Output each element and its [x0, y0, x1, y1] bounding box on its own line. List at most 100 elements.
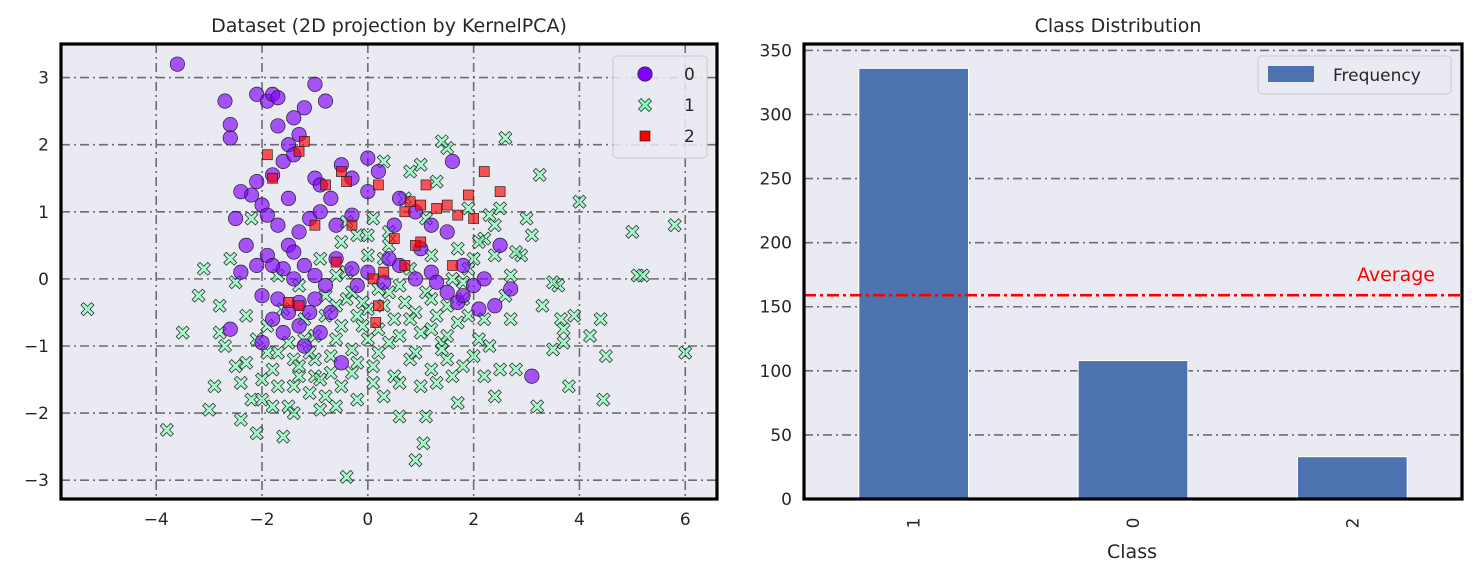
scatter-point-class-1 [450, 396, 465, 411]
scatter-point-class-0 [233, 264, 249, 280]
scatter-point-class-0 [487, 298, 503, 314]
scatter-point-class-1 [286, 379, 301, 394]
scatter-point-class-1 [635, 268, 650, 283]
scatter-y-tick-label: 2 [38, 136, 49, 156]
scatter-point-class-0 [381, 251, 397, 267]
scatter-point-class-2 [373, 179, 384, 191]
scatter-point-class-2 [341, 176, 353, 187]
scatter-point-class-1 [355, 318, 370, 333]
scatter-y-tick-label: 0 [38, 270, 49, 290]
scatter-point-class-0 [270, 118, 286, 134]
scatter-legend: 0 1 2 [612, 55, 708, 159]
scatter-point-class-2 [431, 203, 442, 214]
scatter-point-class-0 [471, 301, 487, 317]
scatter-point-class-1 [493, 362, 508, 377]
scatter-point-class-0 [286, 271, 302, 287]
scatter-point-class-1 [667, 218, 682, 233]
scatter-y-tick-label: 3 [38, 69, 49, 89]
scatter-point-class-2 [441, 199, 453, 211]
scatter-point-class-1 [450, 241, 465, 256]
scatter-point-class-1 [366, 375, 381, 390]
scatter-point-class-1 [482, 208, 497, 223]
scatter-grid [61, 44, 717, 499]
scatter-point-class-0 [323, 304, 339, 320]
scatter-point-class-1 [228, 359, 243, 374]
scatter-legend-label: 2 [684, 127, 695, 147]
scatter-point-class-0 [296, 257, 312, 274]
scatter-point-class-1 [202, 402, 217, 417]
bar-bars [858, 67, 1408, 500]
scatter-point-class-2 [370, 317, 382, 328]
scatter-points [80, 56, 693, 484]
scatter-point-class-1 [292, 369, 307, 384]
scatter-point-class-0 [524, 368, 540, 384]
scatter-x-tick-label: 6 [680, 510, 691, 530]
scatter-point-class-1 [265, 362, 280, 377]
scatter-point-class-1 [313, 372, 328, 387]
scatter-point-class-0 [259, 207, 275, 223]
scatter-point-class-1 [334, 318, 349, 333]
scatter-y-tick-label: 1 [38, 203, 49, 223]
scatter-x-tick-label: 0 [362, 510, 373, 530]
scatter-point-class-2 [309, 219, 321, 231]
scatter-point-class-0 [317, 278, 334, 294]
scatter-point-class-1 [344, 342, 359, 357]
scatter-point-class-0 [222, 321, 238, 337]
scatter-point-class-0 [265, 257, 281, 274]
average-label: Average [1357, 264, 1435, 286]
scatter-point-class-1 [434, 342, 449, 357]
scatter-point-class-1 [482, 338, 497, 353]
scatter-point-class-0 [455, 257, 471, 274]
scatter-point-class-1 [434, 134, 449, 149]
scatter-point-class-1 [456, 359, 471, 374]
scatter-point-class-1 [546, 342, 560, 357]
scatter-point-class-1 [572, 194, 587, 209]
scatter-point-class-0 [439, 284, 455, 300]
scatter-point-class-0 [270, 90, 286, 106]
scatter-point-class-2 [367, 273, 379, 285]
scatter-point-class-1 [360, 332, 375, 347]
scatter-point-class-1 [408, 345, 423, 360]
scatter-point-class-1 [196, 261, 211, 276]
scatter-point-class-1 [440, 352, 455, 367]
scatter-point-class-1 [403, 164, 418, 179]
scatter-point-class-0 [270, 217, 286, 233]
scatter-point-class-0 [265, 311, 281, 327]
scatter-point-class-1 [508, 362, 523, 377]
scatter-point-class-0 [392, 190, 408, 206]
scatter-point-class-0 [228, 210, 244, 227]
scatter-point-class-1 [329, 399, 344, 414]
scatter-point-class-0 [307, 267, 323, 284]
scatter-point-class-1 [556, 335, 571, 350]
bar-class-0 [1077, 360, 1189, 500]
scatter-title: Dataset (2D projection by KernelPCA) [211, 15, 567, 37]
scatter-point-class-0 [217, 93, 233, 109]
scatter-point-class-0 [254, 288, 270, 304]
scatter-point-class-2 [447, 260, 458, 271]
bar-class-1 [858, 67, 969, 500]
scatter-point-class-1 [524, 228, 539, 243]
scatter-point-class-1 [445, 369, 460, 384]
scatter-point-class-2 [399, 206, 411, 218]
scatter-point-class-2 [293, 300, 305, 312]
scatter-point-class-0 [296, 100, 312, 116]
scatter-point-class-0 [439, 224, 455, 240]
scatter-point-class-1 [313, 402, 328, 417]
scatter-point-class-2 [336, 166, 347, 177]
bar-legend-box [1257, 55, 1452, 95]
scatter-point-class-1 [408, 453, 423, 468]
scatter-point-class-2 [293, 146, 305, 157]
bar-y-tick-label: 0 [781, 490, 792, 510]
scatter-point-class-1 [598, 349, 613, 364]
scatter-point-class-1 [207, 379, 222, 394]
scatter-point-class-1 [276, 429, 291, 444]
scatter-point-class-1 [419, 409, 434, 424]
scatter-y-tick-label: −2 [24, 404, 49, 424]
scatter-point-class-2 [261, 149, 273, 161]
scatter-point-class-1 [503, 268, 518, 283]
scatter-point-class-1 [429, 308, 444, 323]
scatter-point-class-1 [270, 379, 285, 394]
scatter-point-class-1 [413, 379, 428, 394]
scatter-point-class-0 [270, 291, 286, 307]
